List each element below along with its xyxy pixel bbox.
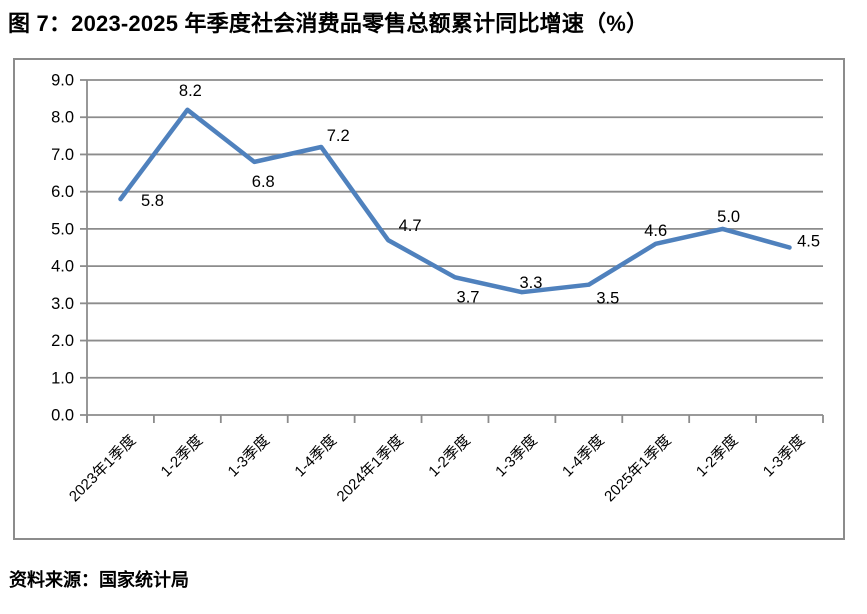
y-tick-label: 9.0: [51, 72, 74, 90]
x-category-label: 2024年1季度: [334, 432, 407, 505]
x-category-label: 2025年1季度: [601, 432, 674, 505]
x-category-label: 1-3季度: [225, 432, 274, 481]
axes: [80, 79, 824, 423]
series-line: [118, 107, 792, 295]
gridlines: [87, 79, 823, 416]
y-axis-labels: 0.0 1.0 2.0 3.0 4.0 5.0 6.0 7.0 8.0 9.0: [51, 72, 74, 425]
y-tick-label: 0.0: [51, 407, 74, 425]
source-note: 资料来源：国家统计局: [9, 570, 189, 590]
chart-container: 0.0 1.0 2.0 3.0 4.0 5.0 6.0 7.0 8.0 9.0 2023年1季度 1-…: [13, 58, 845, 540]
x-category-label: 1-2季度: [693, 432, 742, 481]
x-category-label: 1-2季度: [158, 432, 207, 481]
data-label: 7.2: [327, 127, 350, 145]
x-category-label: 1-3季度: [760, 432, 809, 481]
data-label: 6.8: [252, 173, 275, 191]
x-category-label: 2023年1季度: [66, 432, 139, 505]
y-tick-label: 2.0: [51, 332, 74, 350]
data-label: 5.8: [141, 192, 164, 210]
data-labels: 5.8 8.2 6.8 7.2 4.7 3.7 3.3 3.5 4.6 5.0 4.5: [141, 82, 820, 308]
x-category-label: 1-4季度: [559, 432, 608, 481]
y-tick-label: 7.0: [51, 146, 74, 164]
y-tick-label: 5.0: [51, 220, 74, 238]
data-label: 8.2: [179, 82, 202, 100]
line-chart: 0.0 1.0 2.0 3.0 4.0 5.0 6.0 7.0 8.0 9.0 2023年1季度 1-…: [51, 72, 824, 505]
y-tick-label: 3.0: [51, 295, 74, 313]
data-label: 3.7: [457, 288, 480, 306]
data-label: 4.5: [797, 233, 820, 251]
x-category-label: 1-4季度: [291, 432, 340, 481]
data-label: 4.6: [644, 222, 667, 240]
y-tick-label: 4.0: [51, 258, 74, 276]
data-label: 5.0: [717, 208, 740, 226]
x-category-label: 1-2季度: [425, 432, 474, 481]
x-category-label: 1-3季度: [492, 432, 541, 481]
figure-title: 图 7：2023-2025 年季度社会消费品零售总额累计同比增速（%）: [8, 11, 649, 36]
data-label: 3.3: [519, 274, 542, 292]
y-tick-label: 6.0: [51, 183, 74, 201]
y-tick-label: 1.0: [51, 369, 74, 387]
data-label: 3.5: [596, 290, 619, 308]
data-label: 4.7: [399, 217, 422, 235]
y-tick-label: 8.0: [51, 109, 74, 127]
